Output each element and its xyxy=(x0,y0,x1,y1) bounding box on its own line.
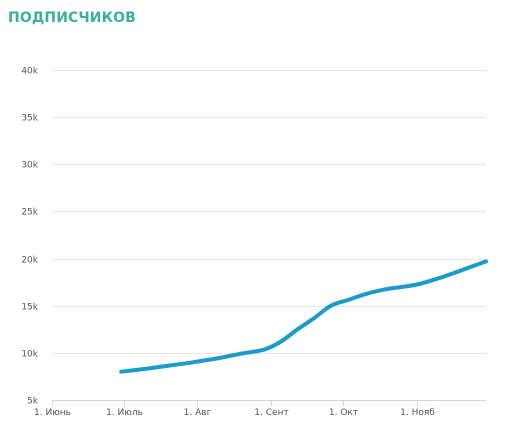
chart-title: ПОДПИСЧИКОВ xyxy=(8,10,136,26)
y-tick-label: 20k xyxy=(21,256,38,266)
grid-layer xyxy=(52,70,486,354)
x-tick-label: 1. Июнь xyxy=(34,408,71,418)
x-tick-label: 1. Июль xyxy=(106,408,143,418)
x-tick-label: 1. Нояб xyxy=(400,408,435,418)
x-tick-label: 1. Сент xyxy=(254,408,288,418)
x-tick-label: 1. Авг xyxy=(184,408,212,418)
x-axis-tick-labels: 1. Июнь 1. Июль 1. Авг 1. Сент 1. Окт 1. Нояб xyxy=(34,408,435,418)
x-tick-label: 1. Окт xyxy=(329,408,358,418)
subscribers-series-line xyxy=(119,259,488,374)
y-tick-label: 35k xyxy=(21,114,38,124)
y-tick-label: 30k xyxy=(21,161,38,171)
y-axis-tick-labels: 5k 10k 15k 20k 25k 30k 35k 40k xyxy=(21,67,38,407)
series-layer xyxy=(119,259,488,374)
x-axis xyxy=(52,400,486,406)
y-tick-label: 40k xyxy=(21,67,38,77)
y-tick-label: 25k xyxy=(21,208,38,218)
y-tick-label: 10k xyxy=(21,350,38,360)
y-tick-label: 15k xyxy=(21,303,38,313)
y-tick-label: 5k xyxy=(27,397,39,407)
